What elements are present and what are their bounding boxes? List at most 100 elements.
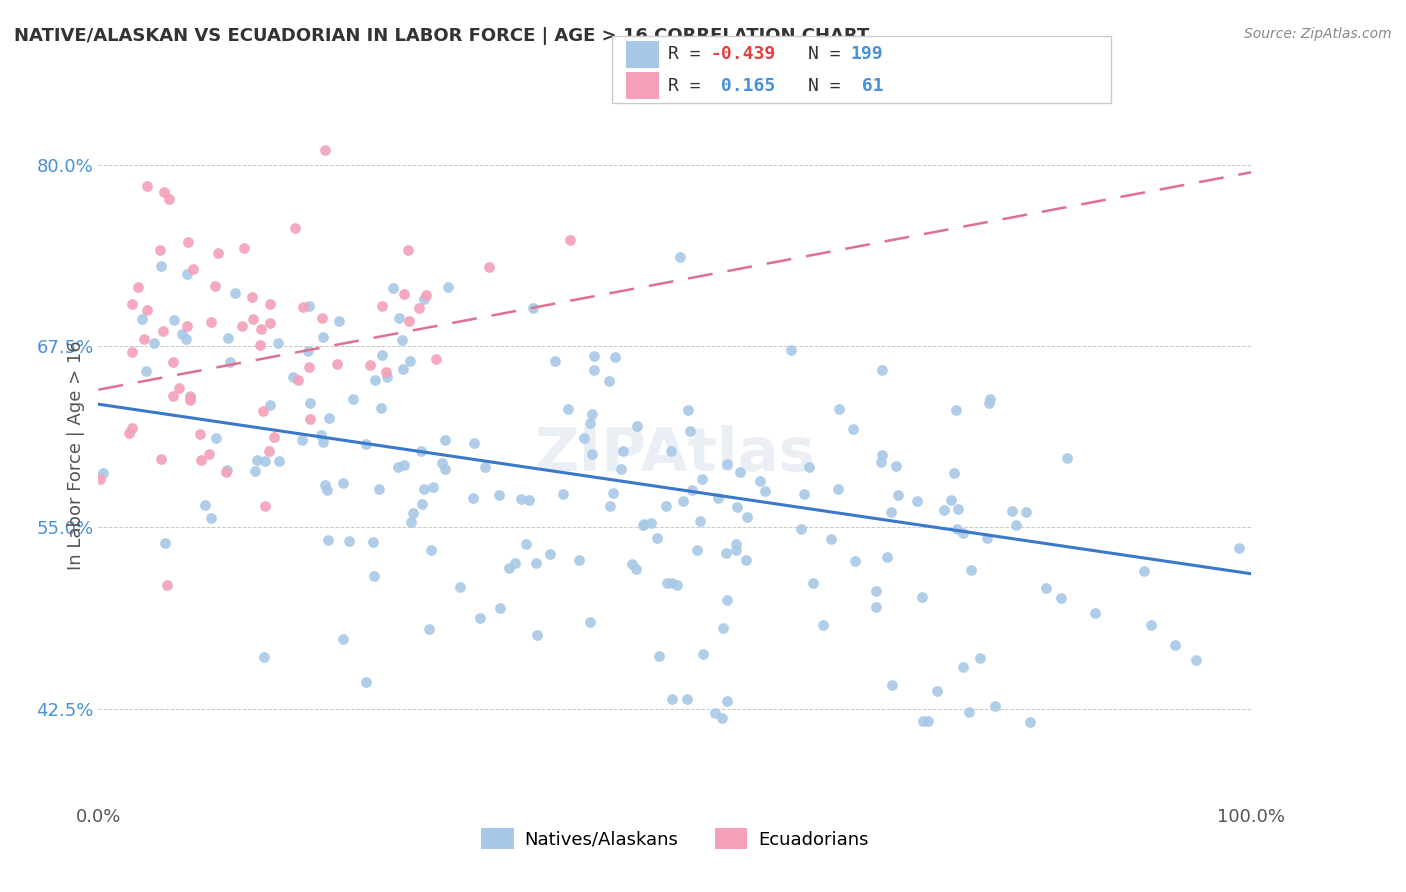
- Point: [253, 649, 276, 664]
- Point: [1164, 638, 1187, 652]
- Point: [647, 649, 669, 664]
- Point: [249, 338, 271, 352]
- Point: [754, 483, 776, 498]
- Point: [922, 828, 945, 842]
- Point: [624, 562, 647, 576]
- Point: [127, 280, 149, 294]
- Point: [391, 333, 413, 347]
- Point: [510, 492, 533, 507]
- Point: [398, 314, 420, 328]
- Point: [399, 353, 422, 368]
- Point: [354, 437, 377, 451]
- Point: [312, 435, 335, 450]
- Point: [714, 546, 737, 560]
- Point: [370, 401, 392, 415]
- Point: [780, 343, 803, 357]
- Point: [645, 531, 668, 545]
- Point: [375, 370, 398, 384]
- Point: [298, 412, 321, 426]
- Point: [149, 243, 172, 257]
- Point: [254, 453, 277, 467]
- Point: [242, 312, 264, 326]
- Point: [155, 536, 177, 550]
- Point: [121, 297, 143, 311]
- Point: [291, 434, 314, 448]
- Point: [162, 389, 184, 403]
- Point: [675, 692, 697, 706]
- Point: [911, 590, 934, 604]
- Point: [190, 453, 212, 467]
- Point: [524, 556, 547, 570]
- Point: [135, 179, 157, 194]
- Point: [297, 360, 319, 375]
- Point: [468, 611, 491, 625]
- Point: [181, 262, 204, 277]
- Point: [198, 447, 221, 461]
- Text: N =: N =: [808, 45, 852, 63]
- Point: [153, 185, 176, 199]
- Point: [870, 455, 893, 469]
- Point: [1083, 607, 1105, 621]
- Point: [332, 632, 354, 647]
- Point: [558, 233, 581, 247]
- Point: [598, 374, 620, 388]
- Point: [224, 285, 246, 300]
- Point: [371, 299, 394, 313]
- Point: [246, 453, 269, 467]
- Point: [657, 576, 679, 591]
- Point: [200, 315, 222, 329]
- Point: [388, 310, 411, 325]
- Point: [603, 350, 626, 364]
- Point: [392, 458, 415, 472]
- Point: [142, 336, 165, 351]
- Point: [121, 345, 143, 359]
- Point: [880, 505, 903, 519]
- Point: [136, 303, 159, 318]
- Point: [1005, 517, 1028, 532]
- Point: [207, 246, 229, 260]
- Point: [231, 318, 253, 333]
- Point: [314, 143, 336, 157]
- Point: [820, 532, 842, 546]
- Point: [710, 711, 733, 725]
- Point: [315, 483, 337, 498]
- Point: [515, 537, 537, 551]
- Point: [865, 584, 887, 599]
- Point: [233, 241, 256, 255]
- Point: [912, 714, 935, 728]
- Point: [259, 296, 281, 310]
- Point: [602, 485, 624, 500]
- Point: [342, 392, 364, 407]
- Point: [671, 493, 693, 508]
- Text: 61: 61: [851, 77, 883, 95]
- Point: [396, 243, 419, 257]
- Text: R =: R =: [668, 77, 711, 95]
- Point: [686, 543, 709, 558]
- Point: [284, 220, 307, 235]
- Point: [952, 526, 974, 541]
- Point: [387, 460, 409, 475]
- Point: [150, 259, 173, 273]
- Point: [432, 456, 454, 470]
- Point: [948, 501, 970, 516]
- Point: [1185, 653, 1208, 667]
- Point: [582, 350, 605, 364]
- Point: [498, 561, 520, 575]
- Point: [121, 421, 143, 435]
- Point: [612, 443, 634, 458]
- Point: [579, 615, 602, 630]
- Point: [415, 288, 437, 302]
- Point: [488, 488, 510, 502]
- Point: [886, 459, 908, 474]
- Point: [370, 348, 392, 362]
- Point: [1019, 715, 1042, 730]
- Point: [568, 552, 591, 566]
- Point: [952, 660, 974, 674]
- Point: [716, 457, 738, 471]
- Point: [579, 416, 602, 430]
- Point: [735, 509, 758, 524]
- Point: [337, 534, 360, 549]
- Point: [437, 280, 460, 294]
- Point: [544, 354, 567, 368]
- Point: [474, 459, 496, 474]
